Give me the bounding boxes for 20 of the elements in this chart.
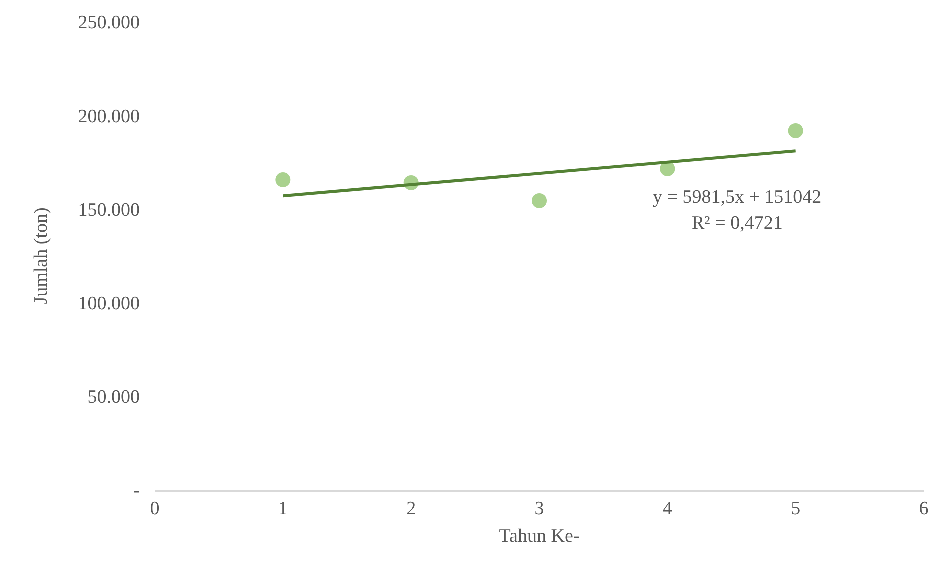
point [532, 193, 547, 208]
x-tick-label: 6 [919, 498, 929, 520]
y-tick-label: 50.000 [88, 387, 140, 408]
y-tick-label: 200.000 [78, 106, 140, 128]
x-tick-label: 3 [534, 498, 544, 520]
y-tick-label: 100.000 [78, 293, 140, 314]
x-tick-label: 2 [406, 498, 416, 520]
y-tick-label: 150.000 [78, 200, 140, 221]
x-axis-title: Tahun Ke- [499, 526, 580, 547]
y-axis-title: Jumlah (ton) [31, 208, 52, 304]
x-tick-label: 5 [791, 498, 801, 520]
annotation: R² = 0,4721 [692, 213, 783, 234]
x-tick-label: 0 [150, 498, 160, 520]
x-tick-label: 1 [278, 498, 288, 520]
annotation: y = 5981,5x + 151042 [653, 187, 822, 208]
y-tick-label: - [134, 480, 140, 502]
point [788, 123, 804, 138]
point [276, 172, 291, 188]
x-tick-label: 4 [662, 498, 673, 520]
y-tick-label: 250.000 [78, 12, 140, 34]
